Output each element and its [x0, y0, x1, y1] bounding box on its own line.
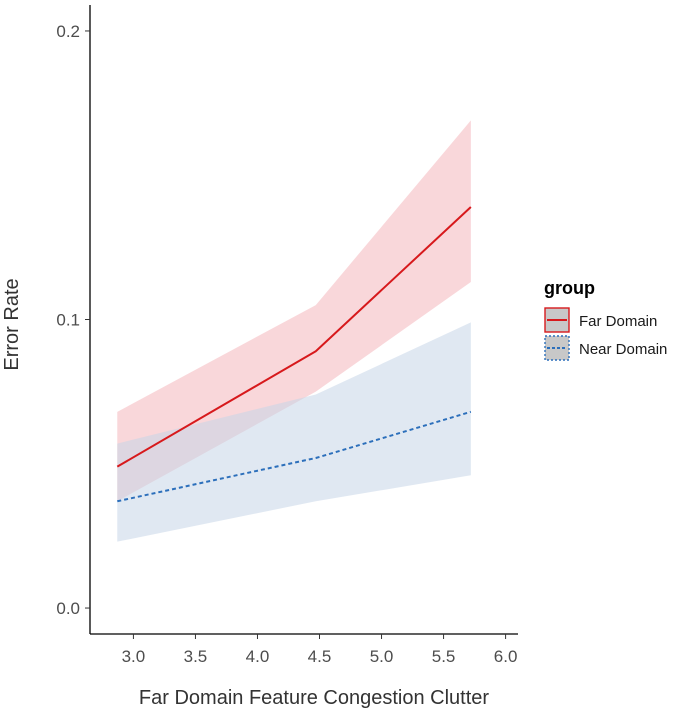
legend-item-near-domain: Near Domain [544, 335, 667, 361]
x-tick-label: 3.5 [184, 647, 208, 666]
legend-title: group [544, 278, 595, 298]
y-tick-label: 0.0 [56, 599, 80, 618]
x-tick-label: 3.0 [122, 647, 146, 666]
x-axis-title: Far Domain Feature Congestion Clutter [139, 687, 489, 709]
series-lines [116, 206, 472, 503]
y-axis-title: Error Rate [1, 278, 23, 370]
confidence-ribbons [117, 120, 471, 542]
legend-label-far-domain: Far Domain [579, 313, 657, 330]
near-domain-confidence-ribbon [117, 322, 471, 542]
legend-item-far-domain: Far Domain [544, 307, 657, 333]
axes: 3.0 3.5 4.0 4.5 5.0 5.5 6.0 0.0 0.1 0.2 Far Domain… [1, 5, 518, 709]
y-tick-label: 0.2 [56, 22, 80, 41]
near-domain-line [117, 410, 472, 503]
x-tick-label: 6.0 [494, 647, 518, 666]
legend: group Far Domain Near Domain [544, 278, 667, 361]
x-tick-label: 5.5 [432, 647, 456, 666]
x-tick-label: 4.5 [308, 647, 332, 666]
y-tick-label: 0.1 [56, 311, 80, 330]
x-tick-label: 4.0 [246, 647, 270, 666]
x-tick-label: 5.0 [370, 647, 394, 666]
far-domain-line [116, 206, 472, 468]
far-domain-confidence-ribbon [117, 120, 471, 502]
legend-label-near-domain: Near Domain [579, 341, 667, 358]
